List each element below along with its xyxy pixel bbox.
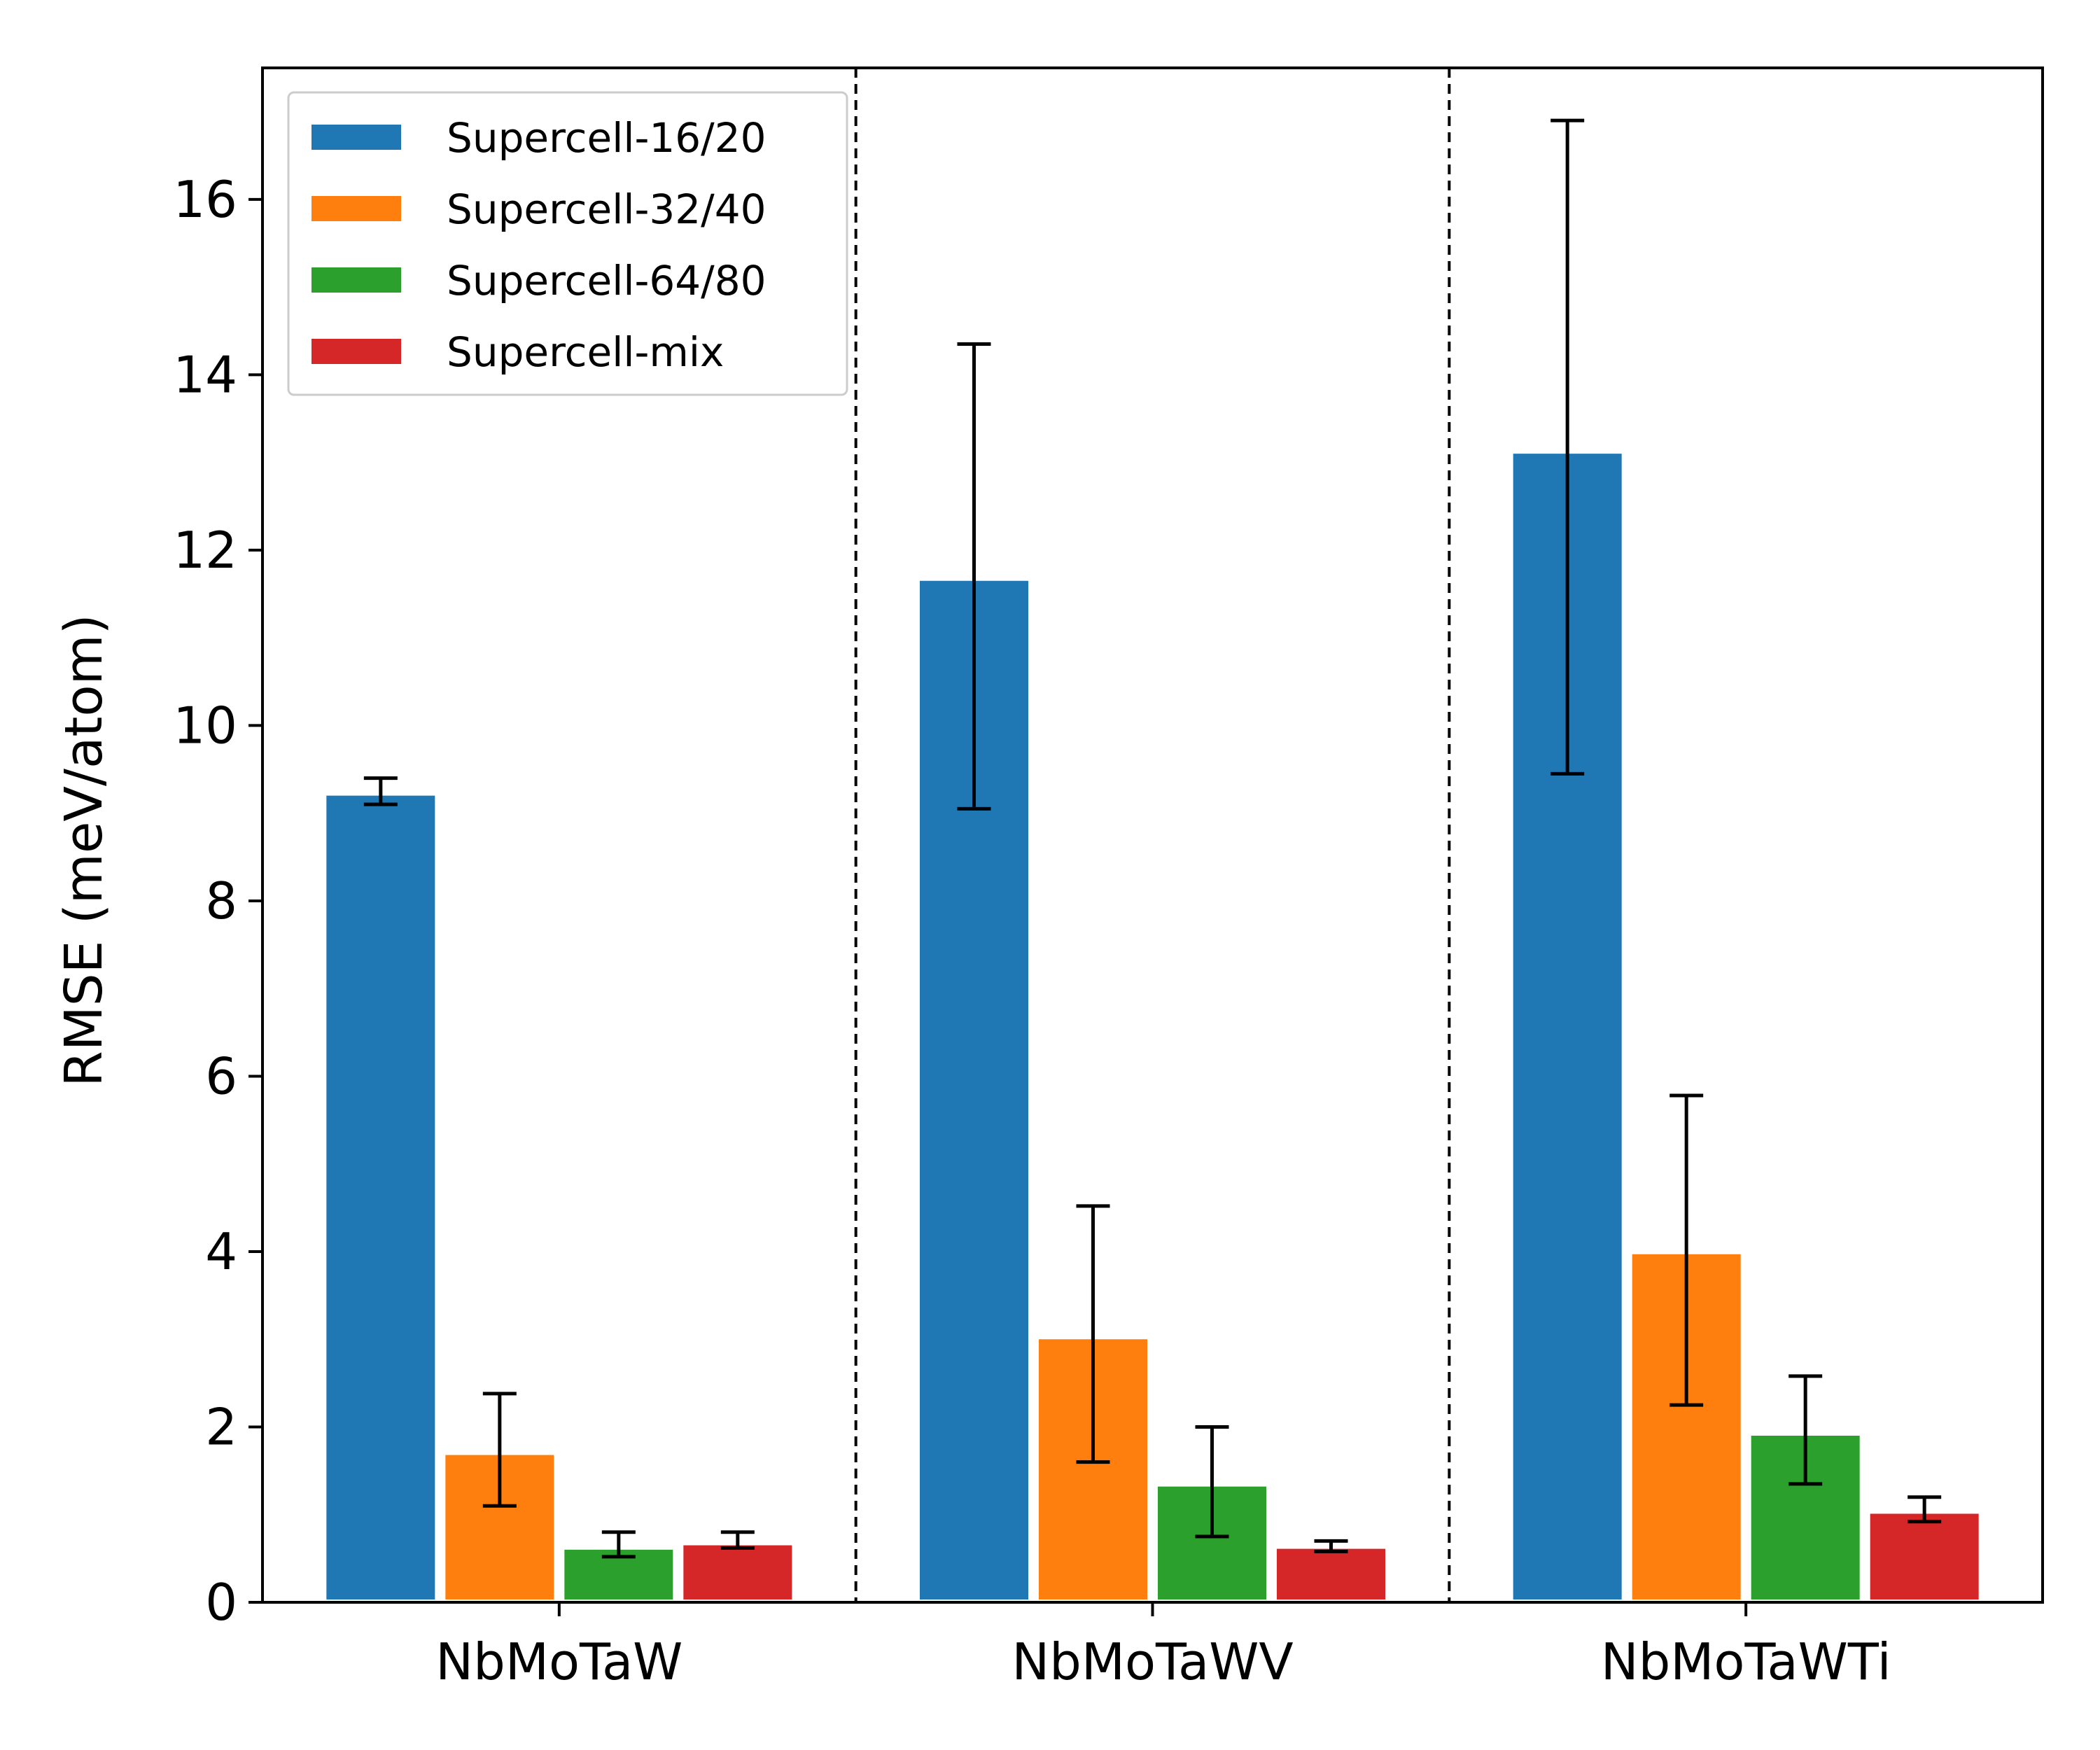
y-axis: 0 2 4 6 8 10 12 14 16 — [173, 170, 262, 1632]
legend-box — [287, 91, 848, 396]
bars-layer — [326, 454, 1979, 1600]
y-tick-label-6: 6 — [205, 1046, 237, 1105]
legend-swatch-Supercell-16/20 — [312, 125, 401, 150]
x-tick-label-NbMoTaW: NbMoTaW — [435, 1632, 682, 1691]
legend-label-Supercell-16/20: Supercell-16/20 — [447, 114, 766, 162]
x-axis: NbMoTaW NbMoTaWV NbMoTaWTi — [435, 1602, 1891, 1691]
y-tick-label-14: 14 — [173, 345, 237, 404]
legend-label-Supercell-64/80: Supercell-64/80 — [447, 257, 766, 304]
errorbars-layer — [363, 118, 1942, 1559]
y-tick-label-16: 16 — [173, 170, 237, 229]
bar-Supercell-16/20-NbMoTaW — [326, 795, 435, 1600]
bar-Supercell-mix-NbMoTaW — [683, 1545, 792, 1600]
legend-label-Supercell-mix: Supercell-mix — [447, 328, 724, 376]
legend-swatch-Supercell-mix — [312, 339, 401, 364]
y-tick-label-2: 2 — [205, 1397, 237, 1456]
legend-swatch-Supercell-64/80 — [312, 267, 401, 293]
bar-Supercell-mix-NbMoTaWV — [1277, 1548, 1385, 1600]
x-tick-label-NbMoTaWTi: NbMoTaWTi — [1601, 1632, 1891, 1691]
bar-Supercell-mix-NbMoTaWTi — [1870, 1513, 1979, 1600]
y-tick-label-10: 10 — [173, 696, 237, 755]
group-separators — [854, 68, 1451, 1602]
y-tick-label-4: 4 — [205, 1222, 237, 1281]
y-axis-label: RMSE (meV/atom) — [54, 614, 114, 1086]
x-tick-label-NbMoTaWV: NbMoTaWV — [1011, 1632, 1293, 1691]
y-tick-label-8: 8 — [205, 872, 237, 930]
legend: Supercell-16/20 Supercell-32/40 Supercell-… — [287, 91, 848, 396]
y-tick-label-0: 0 — [205, 1573, 237, 1632]
legend-label-Supercell-32/40: Supercell-32/40 — [447, 186, 766, 233]
legend-swatch-Supercell-32/40 — [312, 196, 401, 221]
y-tick-label-12: 12 — [173, 521, 237, 580]
